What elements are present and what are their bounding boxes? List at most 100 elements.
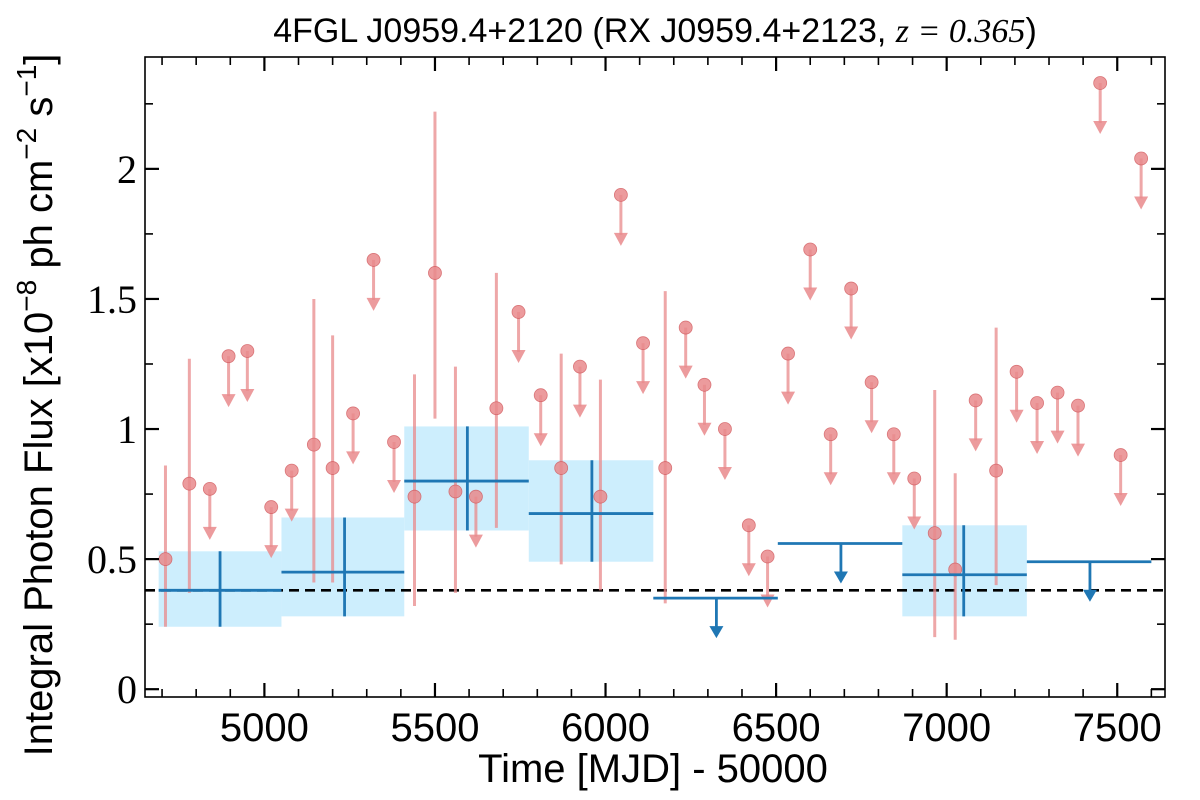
fine-point-marker [158,552,173,567]
fine-upper-limit-arrowhead [511,349,526,363]
fine-upper-limit-marker [202,481,217,496]
fine-upper-limit-marker [469,489,483,504]
fine-upper-limit-arrowhead [1030,441,1045,455]
fine-upper-limit-marker [221,349,236,364]
fine-upper-limit-arrowhead [760,594,775,608]
chart-title-main: 4FGL J0959.4+2120 (RX J0959.4+2123, [273,12,896,50]
fine-upper-limit-arrowhead [572,404,587,418]
chart-title-end: ) [1025,12,1036,50]
fine-upper-limit-marker [573,359,587,374]
fine-upper-limit-marker [741,518,756,533]
fine-point-marker [182,476,197,491]
fine-upper-limit-marker [1050,385,1065,400]
fine-upper-limit-arrowhead [284,508,299,522]
plot-frame [144,56,1166,698]
fine-upper-limit-arrowhead [366,297,381,311]
coarse-bin-band [281,517,405,617]
fine-upper-limit-marker [346,406,360,421]
fine-upper-limit-marker [823,427,838,442]
fine-upper-limit-marker [781,346,795,361]
fine-upper-limit-marker [366,253,381,267]
fine-upper-limit-arrowhead [717,467,732,481]
fine-upper-limit-marker [533,388,548,403]
fine-upper-limit-marker [240,344,255,358]
fine-upper-limit-marker [1134,151,1149,166]
fine-point-marker [989,463,1004,478]
fine-upper-limit-marker [1113,448,1128,462]
fine-point-marker [554,461,569,475]
fine-upper-limit-marker [844,281,859,296]
coarse-bin-points [158,426,1152,639]
fine-upper-limit-arrowhead [636,381,651,395]
chart-title: 4FGL J0959.4+2120 (RX J0959.4+2123, z = … [273,12,1037,50]
fine-upper-limit-arrowhead [864,420,879,434]
fine-point-marker [428,266,442,280]
fine-upper-limit-arrowhead [823,472,838,486]
fine-upper-limit-marker [1009,364,1024,379]
chart-title-math: z = 0.365 [895,13,1026,50]
fine-upper-limit-arrowhead [678,365,693,379]
fine-upper-limit-arrowhead [781,391,796,405]
fine-upper-limit-marker [678,320,693,335]
fine-upper-limit-marker [864,375,879,390]
y-axis-label-exp1: −8 [11,280,42,312]
fine-upper-limit-arrowhead [468,534,483,548]
plot-area: 0 0.5 1 1.5 2 5000 5500 6000 6500 7000 7500 [87,56,1166,750]
y-tick-label: 0.5 [87,537,137,582]
coarse-upper-limit-arrowhead [709,626,724,639]
fine-upper-limit-marker [968,393,983,408]
fine-upper-limit-marker [387,435,401,449]
x-tick-label: 7500 [1073,706,1162,750]
fine-upper-limit-marker [613,187,628,202]
fine-point-marker [489,401,504,416]
y-tick-label: 1 [117,407,137,452]
y-tick-label: 1.5 [87,277,137,322]
fine-upper-limit-marker [1071,398,1085,413]
fine-upper-limit-arrowhead [697,422,712,436]
fine-upper-limit-marker [1030,396,1044,410]
x-tick-label: 6000 [561,706,650,750]
fine-upper-limit-marker [886,427,901,442]
fine-upper-limit-arrowhead [387,480,402,494]
fine-upper-limit-marker [636,336,650,351]
fine-upper-limit-marker [1093,76,1108,90]
fine-point-marker [658,461,673,475]
fine-upper-limit-arrowhead [741,563,756,577]
fine-upper-limit-arrowhead [907,516,922,530]
y-axis-label-s: s [17,97,61,128]
fine-bin-points [158,76,1149,640]
fine-upper-limit-marker [803,242,818,257]
fine-upper-limit-arrowhead [533,433,548,447]
fine-upper-limit-marker [907,471,922,486]
y-axis-label-suffix: ] [17,54,61,65]
x-tick-label: 5000 [220,706,309,750]
x-tick-label: 6500 [732,706,821,750]
coarse-upper-limit-arrowhead [1082,589,1097,602]
fine-upper-limit-marker [760,549,775,564]
fine-point-marker [325,461,340,475]
fine-upper-limit-marker [697,377,712,392]
fine-upper-limit-marker [264,500,279,514]
fine-upper-limit-arrowhead [886,472,901,486]
x-tick-label: 7000 [902,706,991,750]
fine-upper-limit-arrowhead [202,526,217,540]
y-tick-label: 0 [117,667,137,712]
y-axis-label-prefix: Integral Photon Flux [x10 [17,312,61,757]
fine-upper-limit-arrowhead [1009,409,1024,423]
fine-upper-limit-arrowhead [1134,196,1149,210]
axis-tick-labels: 0 0.5 1 1.5 2 5000 5500 6000 6500 7000 7500 [87,147,1162,750]
fine-point-marker [927,526,942,540]
fine-upper-limit-arrowhead [221,394,236,408]
fine-point-marker [407,489,422,504]
fine-point-marker [448,484,463,499]
y-tick-label: 2 [117,147,137,192]
fine-upper-limit-arrowhead [1071,443,1086,457]
fine-upper-limit-marker [718,422,732,436]
fine-upper-limit-arrowhead [968,438,983,452]
fine-upper-limit-arrowhead [240,388,255,402]
y-axis-label-exp3: −1 [11,65,42,97]
y-axis-label-exp2: −2 [11,128,42,160]
x-axis-label: Time [MJD] - 50000 [478,747,828,791]
fine-upper-limit-arrowhead [1050,430,1065,444]
